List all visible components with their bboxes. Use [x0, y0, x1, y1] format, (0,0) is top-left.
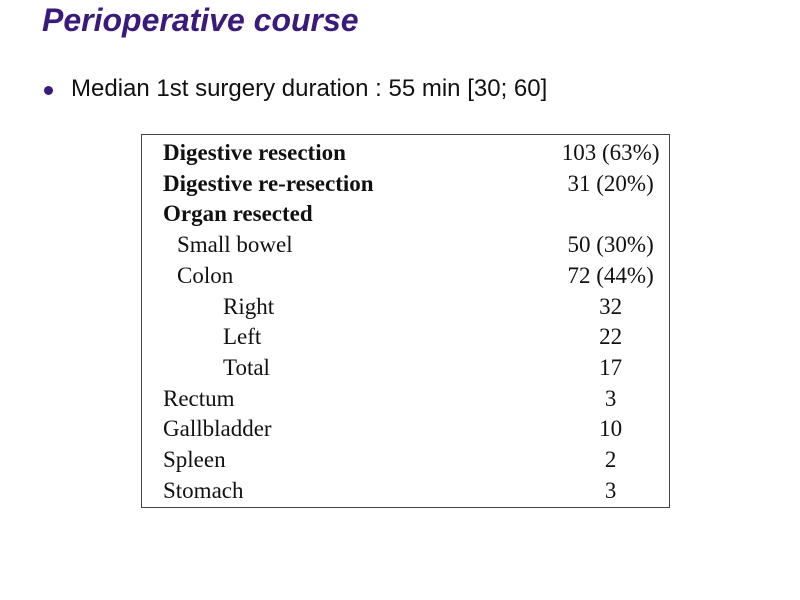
- table-row: Digestive resection 103 (63%): [163, 138, 669, 169]
- row-label: Left: [223, 324, 262, 350]
- table-row: Digestive re-resection 31 (20%): [163, 169, 669, 200]
- row-label: Colon: [177, 262, 234, 288]
- row-label: Spleen: [163, 447, 226, 473]
- row-label: Total: [223, 354, 270, 380]
- row-value: 31 (20%): [567, 170, 654, 196]
- results-table-box: Digestive resection 103 (63%) Digestive …: [141, 134, 670, 508]
- slide-title: Perioperative course: [42, 2, 359, 38]
- table-row: Stomach 3: [163, 476, 669, 507]
- bullet-item: Median 1st surgery duration : 55 min [30…: [44, 72, 547, 106]
- row-value: 22: [599, 324, 623, 350]
- bullet-dot-icon: [44, 85, 53, 95]
- row-label: Digestive resection: [163, 140, 346, 165]
- table-row: Small bowel 50 (30%): [163, 230, 669, 261]
- table-row: Left 22: [163, 322, 669, 353]
- table-row: Organ resected: [163, 199, 669, 230]
- row-value: 17: [599, 354, 623, 380]
- row-value: 72 (44%): [567, 262, 654, 288]
- row-label: Digestive re-resection: [163, 170, 374, 196]
- row-value: 32: [599, 293, 623, 319]
- row-label: Stomach: [163, 477, 244, 503]
- row-value: 10: [599, 416, 623, 442]
- row-label: Rectum: [163, 385, 235, 411]
- table-row: Colon 72 (44%): [163, 261, 669, 292]
- row-value: 103 (63%): [561, 140, 660, 165]
- row-label: Right: [223, 293, 275, 319]
- results-table: Digestive resection 103 (63%) Digestive …: [163, 138, 669, 506]
- row-value: 3: [604, 385, 617, 411]
- table-row: Gallbladder 10: [163, 414, 669, 445]
- row-value: 50 (30%): [567, 232, 654, 258]
- table-row: Spleen 2: [163, 445, 669, 476]
- bullet-text: Median 1st surgery duration : 55 min [30…: [71, 75, 548, 102]
- row-value: [552, 199, 669, 230]
- row-value: 3: [604, 477, 617, 503]
- table-row: Right 32: [163, 292, 669, 323]
- table-row: Total 17: [163, 353, 669, 384]
- row-label: Gallbladder: [163, 416, 272, 442]
- row-value: 2: [604, 447, 617, 473]
- row-label: Small bowel: [177, 232, 293, 258]
- row-label: Organ resected: [163, 201, 313, 227]
- table-row: Rectum 3: [163, 384, 669, 415]
